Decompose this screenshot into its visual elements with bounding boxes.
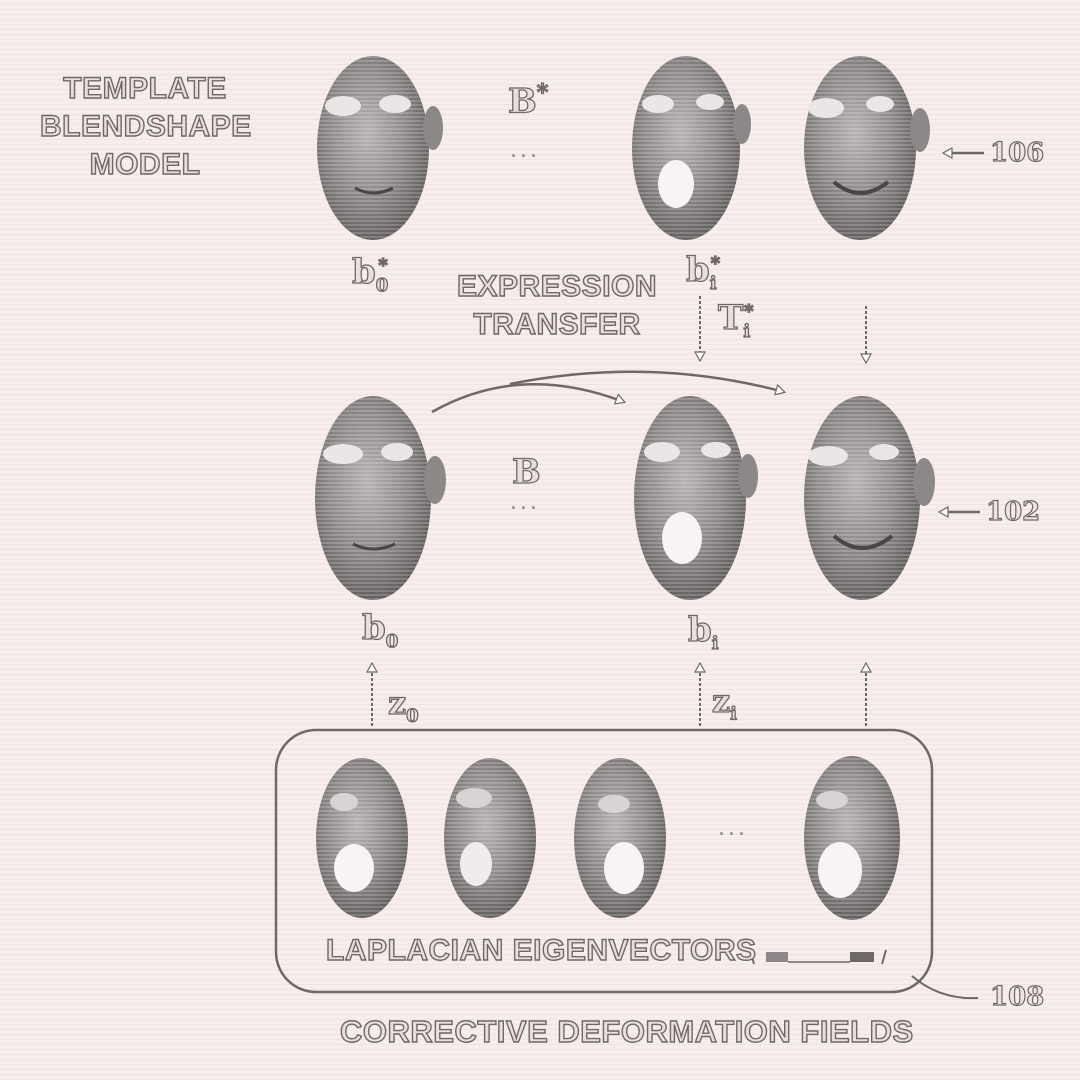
eigenvectors-box — [274, 728, 934, 994]
template-face-smile — [804, 56, 930, 240]
neutral-to-i-arrow — [431, 383, 624, 414]
user-face-open-mouth — [634, 396, 758, 600]
template-set-symbol: B* — [507, 79, 549, 122]
neutral-to-n-arrow — [509, 370, 784, 392]
template-i-symbol: bi* — [685, 249, 721, 294]
user-neutral-symbol: b0 — [361, 607, 399, 652]
template-blendshape-label: TEMPLATE BLENDSHAPE MODEL — [39, 70, 252, 184]
user-face-neutral — [315, 396, 446, 600]
template-label-line1: TEMPLATE — [63, 71, 227, 105]
template-label-line3: MODEL — [89, 147, 201, 181]
template-face-open-mouth — [632, 56, 751, 240]
eigenvector-face-2 — [444, 758, 536, 918]
ref-108: 108 — [989, 981, 1045, 1012]
zi-symbol: zi — [711, 681, 738, 725]
laplacian-eigenvectors-label: LAPLACIAN EIGENVECTORS — [325, 933, 757, 967]
user-ellipsis: ... — [510, 490, 540, 515]
ref-102: 102 — [985, 496, 1041, 527]
template-neutral-symbol: b0* — [351, 251, 389, 296]
expression-label-line2: TRANSFER — [473, 307, 641, 341]
user-set-symbol: B — [511, 451, 541, 492]
user-face-smile — [804, 396, 935, 600]
eigenvector-face-1 — [316, 758, 408, 918]
user-i-symbol: bi — [687, 609, 719, 654]
ref-108-leader — [911, 975, 979, 1000]
template-face-neutral — [317, 56, 443, 240]
template-ellipsis: ... — [510, 138, 540, 163]
eigenvector-face-3 — [574, 758, 666, 918]
transfer-operator-symbol: Ti* — [717, 297, 754, 342]
ref-106: 106 — [989, 137, 1045, 168]
template-label-line2: BLENDSHAPE — [39, 109, 252, 143]
expression-label-line1: EXPRESSION — [456, 269, 658, 303]
colorscale-legend — [749, 949, 887, 965]
expression-transfer-label: EXPRESSION TRANSFER — [452, 268, 662, 344]
eigenvector-face-n — [804, 756, 900, 920]
corrective-deformation-label: CORRECTIVE DEFORMATION FIELDS — [339, 1013, 914, 1049]
eigenvector-ellipsis: ... — [718, 816, 748, 841]
z0-symbol: z0 — [387, 683, 419, 727]
